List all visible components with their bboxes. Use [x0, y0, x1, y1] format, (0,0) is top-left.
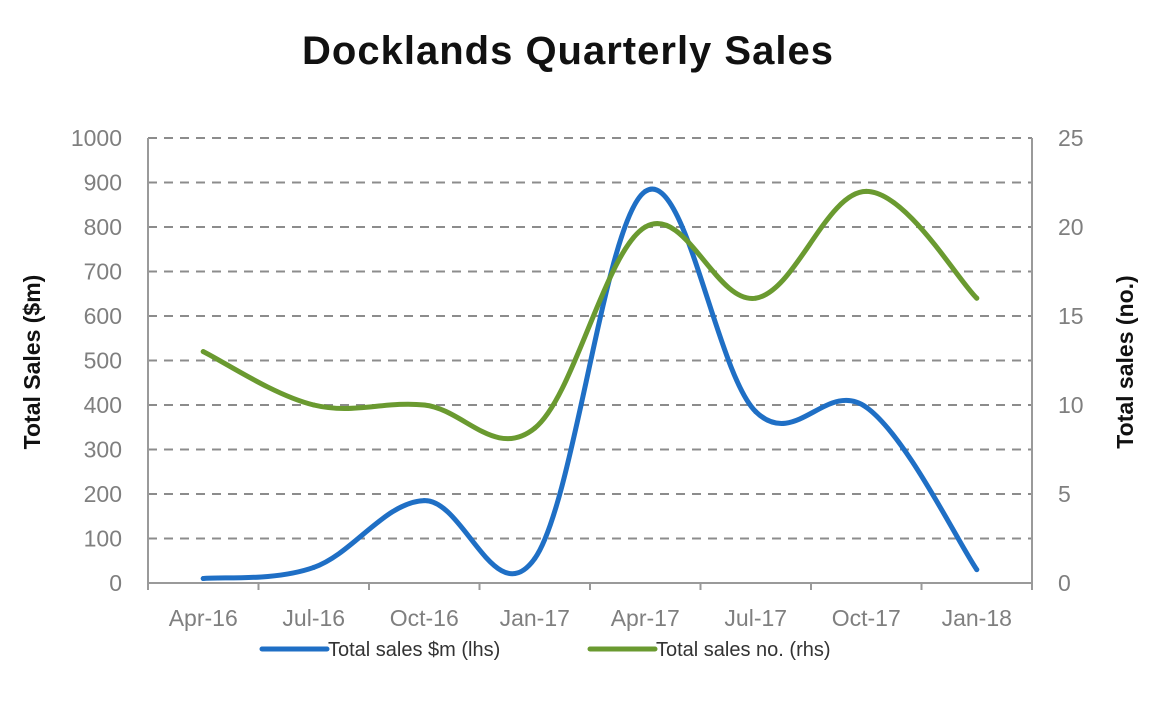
data-point: [532, 556, 538, 562]
data-point: [863, 188, 869, 194]
data-point: [974, 567, 980, 573]
x-tick-label: Apr-17: [611, 605, 680, 631]
data-point: [200, 576, 206, 582]
data-point: [753, 295, 759, 301]
left-tick-label: 700: [84, 259, 122, 285]
right-tick-label: 25: [1058, 125, 1084, 151]
x-tick-label: Jan-17: [500, 605, 570, 631]
left-tick-label: 900: [84, 170, 122, 196]
axis-layer: [147, 138, 1033, 590]
left-tick-label: 400: [84, 392, 122, 418]
left-tick-label: 0: [109, 570, 122, 596]
left-axis-ticks: 0 100 200 300 400 500 600 700 800 900 1000: [71, 125, 122, 596]
data-point: [753, 409, 759, 415]
legend-label: Total sales no. (rhs): [656, 639, 831, 661]
data-point: [421, 402, 427, 408]
x-tick-label: Oct-16: [390, 605, 459, 631]
chart-title: Docklands Quarterly Sales: [302, 29, 834, 73]
data-point: [642, 188, 648, 194]
data-point: [642, 224, 648, 230]
data-point: [863, 404, 869, 410]
left-tick-label: 500: [84, 348, 122, 374]
series-line-total-sales-value: [200, 186, 980, 582]
data-point: [311, 564, 317, 570]
left-tick-label: 1000: [71, 125, 122, 151]
x-tick-label: Jul-17: [724, 605, 787, 631]
legend: Total sales $m (lhs) Total sales no. (rhs…: [259, 639, 831, 661]
data-point: [200, 349, 206, 355]
x-axis-ticks: Apr-16 Jul-16 Oct-16 Jan-17 Apr-17 Jul-17 Oct-…: [169, 605, 1012, 631]
left-tick-label: 800: [84, 214, 122, 240]
x-tick-label: Jan-18: [942, 605, 1012, 631]
left-tick-label: 300: [84, 437, 122, 463]
right-axis-ticks: 0 5 10 15 20 25: [1058, 125, 1084, 596]
grid-layer: [148, 137, 1032, 540]
series-layer: [200, 186, 980, 582]
right-tick-label: 0: [1058, 570, 1071, 596]
right-tick-label: 5: [1058, 481, 1071, 507]
right-tick-label: 15: [1058, 303, 1084, 329]
data-point: [421, 498, 427, 504]
series-line-total-sales-no: [200, 188, 980, 442]
data-point: [311, 402, 317, 408]
right-tick-label: 10: [1058, 392, 1084, 418]
legend-label: Total sales $m (lhs): [328, 639, 500, 661]
left-tick-label: 100: [84, 526, 122, 552]
x-tick-label: Jul-16: [282, 605, 345, 631]
right-axis-title: Total sales (no.): [1112, 275, 1138, 448]
data-point: [532, 425, 538, 431]
data-point: [974, 295, 980, 301]
left-tick-label: 600: [84, 303, 122, 329]
x-tick-label: Apr-16: [169, 605, 238, 631]
right-tick-label: 20: [1058, 214, 1084, 240]
left-tick-label: 200: [84, 481, 122, 507]
x-tick-label: Oct-17: [832, 605, 901, 631]
left-axis-title: Total Sales ($m): [19, 275, 45, 450]
